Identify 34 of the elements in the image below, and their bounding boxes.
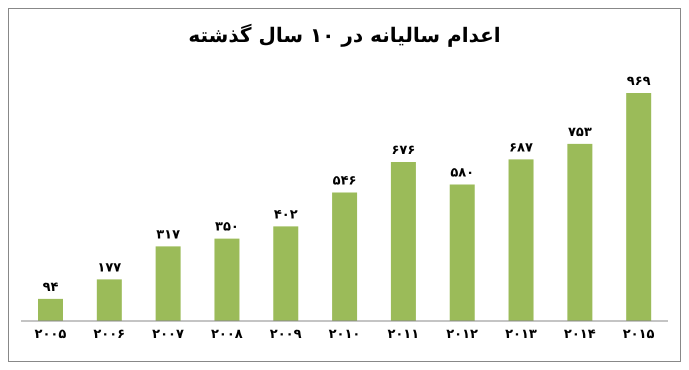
bar — [156, 246, 181, 321]
data-label: ۷۵۳ — [568, 124, 592, 140]
x-tick-label: ۲۰۰۹ — [270, 327, 302, 342]
data-label: ۹۴ — [42, 280, 58, 295]
x-tick-label: ۲۰۰۷ — [152, 327, 184, 342]
data-label: ۹۶۹ — [626, 74, 651, 89]
chart-title: اعدام سالیانه در ۱۰ سال گذشته — [187, 22, 502, 49]
bar — [626, 93, 652, 321]
x-tick-label: ۲۰۱۳ — [505, 327, 537, 342]
bar — [390, 162, 416, 321]
x-tick-label: ۲۰۱۱ — [387, 327, 420, 342]
x-tick-label: ۲۰۰۵ — [34, 327, 66, 342]
data-label: ۳۱۷ — [156, 227, 180, 242]
data-label: ۶۷۶ — [392, 142, 416, 158]
x-tick-label: ۲۰۱۵ — [622, 327, 655, 342]
x-tick-label: ۲۰۱۴ — [564, 327, 596, 342]
x-tick-label: ۲۰۱۲ — [446, 327, 478, 342]
bar — [214, 238, 240, 321]
data-label: ۶۸۷ — [509, 140, 534, 156]
data-label: ۵۸۰ — [450, 166, 474, 181]
x-tick-label: ۲۰۰۶ — [93, 327, 126, 342]
bar — [450, 184, 475, 321]
data-label: ۴۰۲ — [274, 207, 298, 222]
bar — [96, 279, 122, 321]
bar — [508, 159, 534, 321]
bar — [567, 144, 592, 321]
x-tick-label: ۲۰۱۰ — [328, 327, 360, 342]
bar — [38, 298, 63, 321]
x-tick-label: ۲۰۰۸ — [210, 327, 243, 342]
bar — [332, 192, 358, 321]
bar — [273, 226, 298, 321]
data-label: ۵۴۶ — [332, 174, 356, 189]
data-label: ۱۷۷ — [97, 260, 122, 276]
data-label: ۳۵۰ — [215, 220, 239, 235]
